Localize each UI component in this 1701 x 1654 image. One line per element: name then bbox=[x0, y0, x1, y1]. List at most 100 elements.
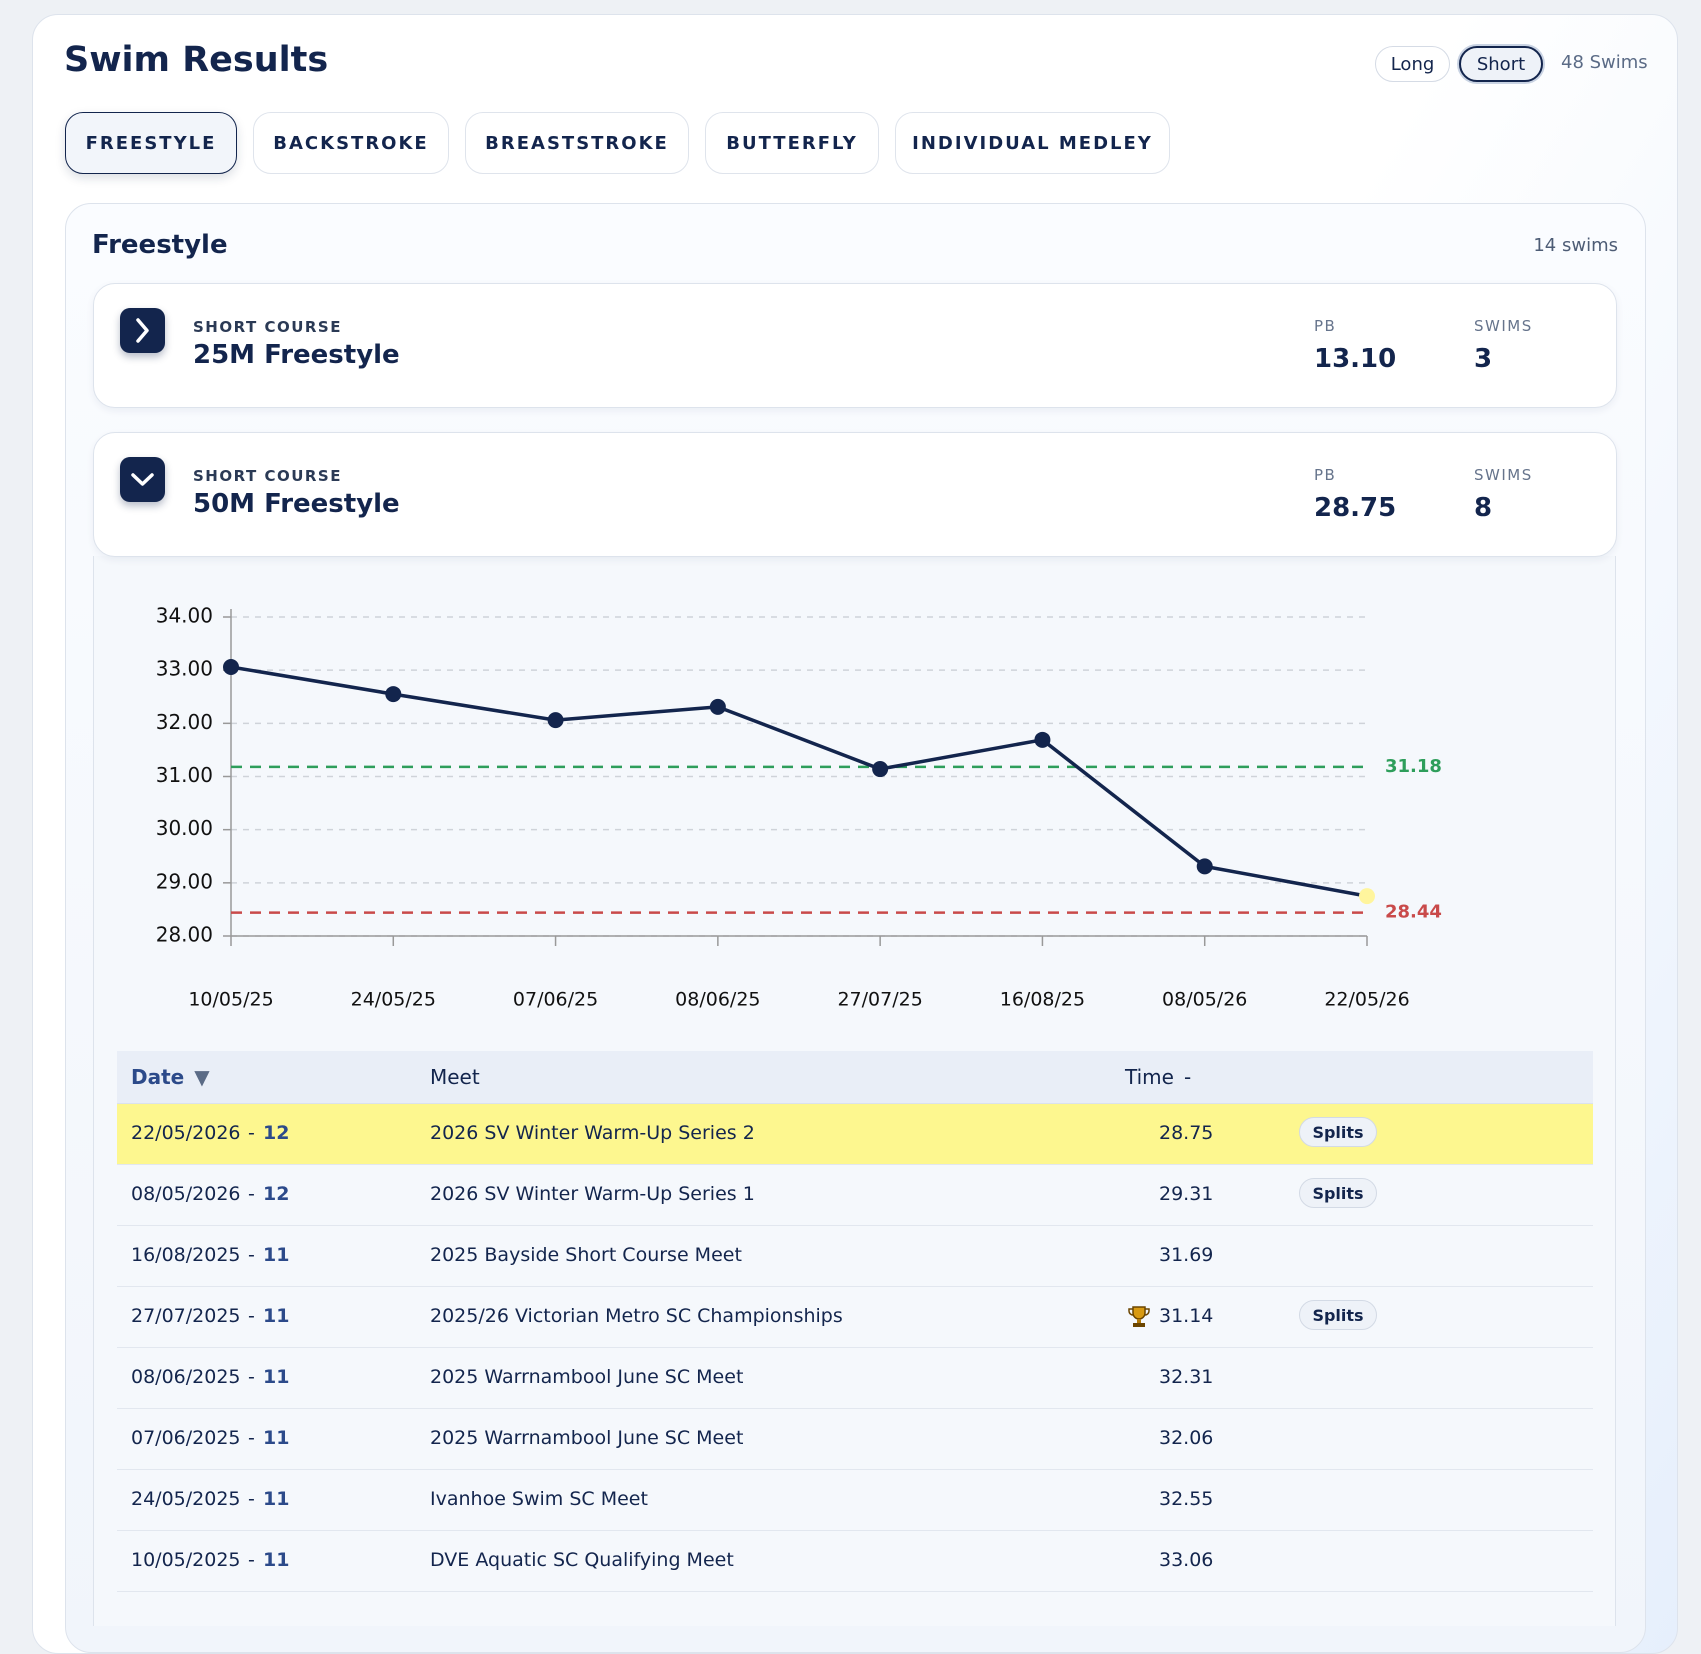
date: 07/06/2025 bbox=[131, 1427, 241, 1449]
splits-button[interactable]: Splits bbox=[1299, 1300, 1377, 1330]
y-tick-label: 31.00 bbox=[156, 763, 213, 787]
table-row: 24/05/2025-11 Ivanhoe Swim SC Meet 32.55 bbox=[117, 1470, 1593, 1531]
date: 08/05/2026 bbox=[131, 1183, 241, 1205]
course-toggle[interactable]: Short bbox=[1459, 46, 1543, 82]
y-tick-label: 33.00 bbox=[156, 657, 213, 681]
time: 29.31 bbox=[1159, 1183, 1214, 1205]
expand-icon bbox=[120, 308, 165, 353]
header-label: Time bbox=[1125, 1065, 1174, 1089]
y-tick-label: 34.00 bbox=[156, 604, 213, 628]
time: 33.06 bbox=[1159, 1549, 1214, 1571]
stroke-tab[interactable]: BUTTERFLY bbox=[705, 112, 879, 174]
age: 11 bbox=[263, 1305, 290, 1327]
meet: 2025 Warrnambool June SC Meet bbox=[430, 1366, 744, 1388]
meet: Ivanhoe Swim SC Meet bbox=[430, 1488, 648, 1510]
point bbox=[1196, 858, 1213, 875]
table-row: 22/05/2026-12 2026 SV Winter Warm-Up Seri… bbox=[117, 1104, 1593, 1165]
point bbox=[547, 712, 564, 729]
date: 27/07/2025 bbox=[131, 1305, 241, 1327]
event-name: 25M Freestyle bbox=[193, 340, 400, 370]
swims-label: SWIMS bbox=[1474, 466, 1533, 484]
pb-value: 28.75 bbox=[1314, 493, 1397, 523]
pb-label: PB bbox=[1314, 317, 1337, 335]
sort-indicator: - bbox=[1183, 1065, 1192, 1089]
age: 11 bbox=[263, 1366, 290, 1388]
point bbox=[709, 698, 726, 715]
date: 10/05/2025 bbox=[131, 1549, 241, 1571]
age: 11 bbox=[263, 1549, 290, 1571]
x-tick-label: 24/05/25 bbox=[351, 989, 436, 1011]
x-tick-label: 07/06/25 bbox=[513, 989, 598, 1011]
separator: - bbox=[248, 1305, 255, 1327]
page-title: Swim Results bbox=[64, 40, 329, 80]
trophy-icon bbox=[1128, 1305, 1150, 1334]
stroke-tab[interactable]: INDIVIDUAL MEDLEY bbox=[895, 112, 1170, 174]
age: 11 bbox=[263, 1427, 290, 1449]
column-header[interactable]: Time - bbox=[1125, 1051, 1191, 1103]
swims-label: SWIMS bbox=[1474, 317, 1533, 335]
x-tick-label: 27/07/25 bbox=[837, 989, 922, 1011]
x-tick-label: 22/05/26 bbox=[1324, 989, 1409, 1011]
swim-count: 48 Swims bbox=[1561, 52, 1648, 73]
splits-button[interactable]: Splits bbox=[1299, 1178, 1377, 1208]
point bbox=[1359, 888, 1375, 905]
date: 22/05/2026 bbox=[131, 1122, 241, 1144]
column-header[interactable]: Date ▼ bbox=[131, 1051, 210, 1103]
sort-indicator: ▼ bbox=[194, 1065, 210, 1089]
age: 11 bbox=[263, 1488, 290, 1510]
header-label: Meet bbox=[430, 1065, 480, 1089]
course-toggle[interactable]: Long bbox=[1375, 46, 1450, 82]
chevron bbox=[136, 318, 149, 343]
table-row: 27/07/2025-11 2025/26 Victorian Metro SC … bbox=[117, 1287, 1593, 1348]
age: 11 bbox=[263, 1244, 290, 1266]
pb-label: PB bbox=[1314, 466, 1337, 484]
meet: 2026 SV Winter Warm-Up Series 1 bbox=[430, 1183, 755, 1205]
meet: 2025/26 Victorian Metro SC Championships bbox=[430, 1305, 843, 1327]
stroke-tab[interactable]: BACKSTROKE bbox=[253, 112, 449, 174]
y-tick-label: 28.00 bbox=[156, 923, 213, 947]
column-header[interactable]: Meet bbox=[430, 1051, 480, 1103]
table-row: 16/08/2025-11 2025 Bayside Short Course M… bbox=[117, 1226, 1593, 1287]
age: 12 bbox=[263, 1122, 290, 1144]
event-card[interactable]: SHORT COURSE 25M Freestyle PB 13.10 SWIMS 3 bbox=[93, 283, 1617, 408]
separator: - bbox=[248, 1366, 255, 1388]
meet: 2026 SV Winter Warm-Up Series 2 bbox=[430, 1122, 755, 1144]
chart: 28.00 29.00 30.00 31.00 32.00 33.00 34.00 10/05… bbox=[156, 604, 1442, 1011]
meet: 2025 Bayside Short Course Meet bbox=[430, 1244, 742, 1266]
meet: 2025 Warrnambool June SC Meet bbox=[430, 1427, 744, 1449]
table-row: 07/06/2025-11 2025 Warrnambool June SC Me… bbox=[117, 1409, 1593, 1470]
event-card[interactable]: SHORT COURSE 50M Freestyle PB 28.75 SWIMS 8 bbox=[93, 432, 1617, 557]
x-tick-label: 08/05/26 bbox=[1162, 989, 1247, 1011]
point bbox=[872, 761, 889, 778]
meet: DVE Aquatic SC Qualifying Meet bbox=[430, 1549, 734, 1571]
swims-value: 3 bbox=[1474, 344, 1493, 374]
date: 16/08/2025 bbox=[131, 1244, 241, 1266]
table-row: 08/06/2025-11 2025 Warrnambool June SC Me… bbox=[117, 1348, 1593, 1409]
separator: - bbox=[248, 1122, 255, 1144]
expand-icon bbox=[120, 457, 165, 502]
point bbox=[223, 658, 239, 675]
course-label: SHORT COURSE bbox=[193, 467, 342, 485]
event-name: 50M Freestyle bbox=[193, 489, 400, 519]
separator: - bbox=[248, 1427, 255, 1449]
stroke-tab[interactable]: FREESTYLE bbox=[65, 112, 237, 174]
reference-label: 28.44 bbox=[1385, 902, 1442, 923]
section-count: 14 swims bbox=[1533, 235, 1618, 256]
stroke-tab[interactable]: BREASTSTROKE bbox=[465, 112, 689, 174]
time: 32.31 bbox=[1159, 1366, 1214, 1388]
course-label: SHORT COURSE bbox=[193, 318, 342, 336]
y-tick-label: 29.00 bbox=[156, 869, 213, 893]
time: 32.55 bbox=[1159, 1488, 1214, 1510]
table-row: 10/05/2025-11 DVE Aquatic SC Qualifying M… bbox=[117, 1531, 1593, 1592]
y-tick-label: 32.00 bbox=[156, 710, 213, 734]
age: 12 bbox=[263, 1183, 290, 1205]
x-tick-label: 16/08/25 bbox=[1000, 989, 1085, 1011]
splits-button[interactable]: Splits bbox=[1299, 1117, 1377, 1147]
line bbox=[230, 665, 1368, 898]
separator: - bbox=[248, 1549, 255, 1571]
time: 31.69 bbox=[1159, 1244, 1214, 1266]
reference-label: 31.18 bbox=[1385, 756, 1442, 777]
header-label: Date bbox=[131, 1065, 185, 1089]
table-header bbox=[117, 1051, 1593, 1104]
